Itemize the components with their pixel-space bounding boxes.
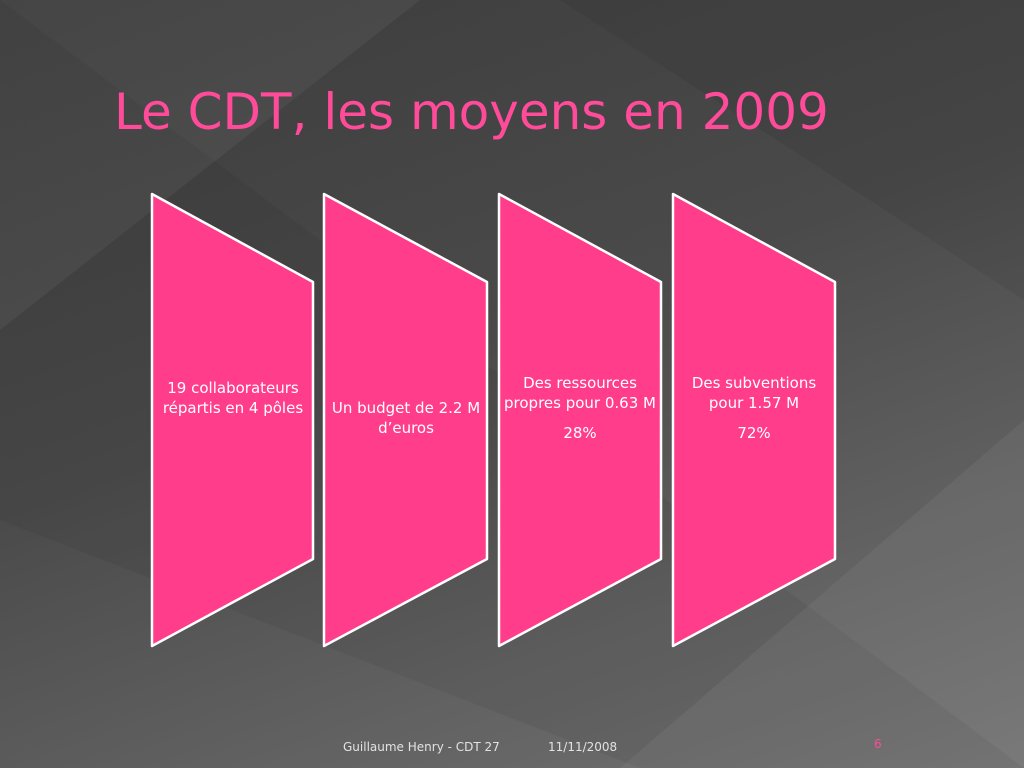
panel-1-text: 19 collaborateurs répartis en 4 pôles xyxy=(156,378,310,418)
panel-1-shape xyxy=(150,192,315,648)
panel-2-shape xyxy=(322,192,489,648)
slide-title: Le CDT, les moyens en 2009 xyxy=(114,83,829,141)
panel-2-text: Un budget de 2.2 M d’euros xyxy=(330,398,482,438)
slide-number: 6 xyxy=(874,737,882,751)
panel-2-label: Un budget de 2.2 M d’euros xyxy=(331,399,481,437)
panel-3-shape xyxy=(497,192,663,648)
panel-3-percent: 28% xyxy=(563,424,597,442)
footer-date: 11/11/2008 xyxy=(548,740,618,754)
panel-4-shape xyxy=(671,192,837,648)
panel-1-label: 19 collaborateurs répartis en 4 pôles xyxy=(162,379,304,417)
panel-3-text: Des ressources propres pour 0.63 M 28% xyxy=(502,373,658,443)
panel-4-label: Des subventions pour 1.57 M xyxy=(691,374,817,412)
panel-4-text: Des subventions pour 1.57 M 72% xyxy=(678,373,830,443)
panel-3-label: Des ressources propres pour 0.63 M xyxy=(504,374,656,412)
panel-4-percent: 72% xyxy=(737,424,771,442)
footer-author: Guillaume Henry - CDT 27 xyxy=(343,740,500,754)
